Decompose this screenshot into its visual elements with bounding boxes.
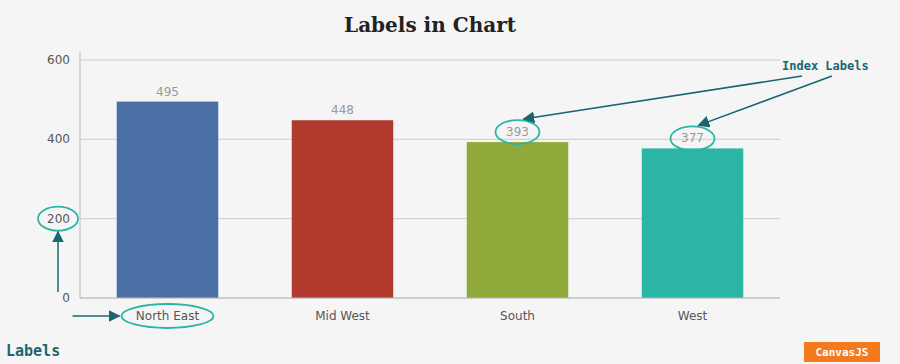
chart: Labels in Chart 0 200 400 600 495 448 393 377 Nor… — [0, 0, 900, 364]
data-label: 448 — [331, 103, 354, 117]
y-tick-label: 400 — [47, 132, 70, 146]
y-axis-line — [80, 52, 81, 298]
badge — [804, 342, 880, 362]
bar — [117, 102, 219, 298]
annotation-arrow — [73, 315, 120, 317]
x-tick-label: North East — [136, 309, 200, 323]
grid-line — [80, 59, 780, 60]
annotation-text: Labels — [6, 342, 60, 360]
data-label: 495 — [156, 85, 179, 99]
x-tick-label: South — [500, 309, 535, 323]
highlight-ellipse — [671, 126, 715, 150]
x-axis-line — [80, 297, 780, 298]
chart-container: Labels in Chart 0 200 400 600 495 448 393 377 Nor… — [0, 0, 900, 364]
title: Labels in Chart — [344, 13, 517, 37]
bars — [117, 102, 744, 298]
annotation-arrow — [524, 76, 803, 119]
annotation-arrow — [57, 232, 59, 292]
x-tick-label: West — [678, 309, 708, 323]
highlight-ellipse — [496, 120, 540, 144]
bar — [642, 148, 744, 298]
y-tick-label: 600 — [47, 53, 70, 67]
data-label: 377 — [681, 131, 704, 145]
badge-text: CanvasJS — [816, 346, 869, 359]
bar — [467, 142, 569, 298]
annotations — [38, 76, 832, 328]
bar — [292, 120, 394, 298]
grid-line — [80, 298, 780, 299]
data-label: 393 — [506, 125, 529, 139]
highlight-ellipse — [38, 207, 78, 231]
highlight-ellipse — [122, 304, 214, 328]
annotation-text: Index Labels — [782, 59, 869, 73]
y-tick-label: 200 — [47, 212, 70, 226]
x-tick-label: Mid West — [315, 309, 370, 323]
y-tick-label: 0 — [62, 291, 70, 305]
annotation-arrow — [699, 76, 833, 125]
